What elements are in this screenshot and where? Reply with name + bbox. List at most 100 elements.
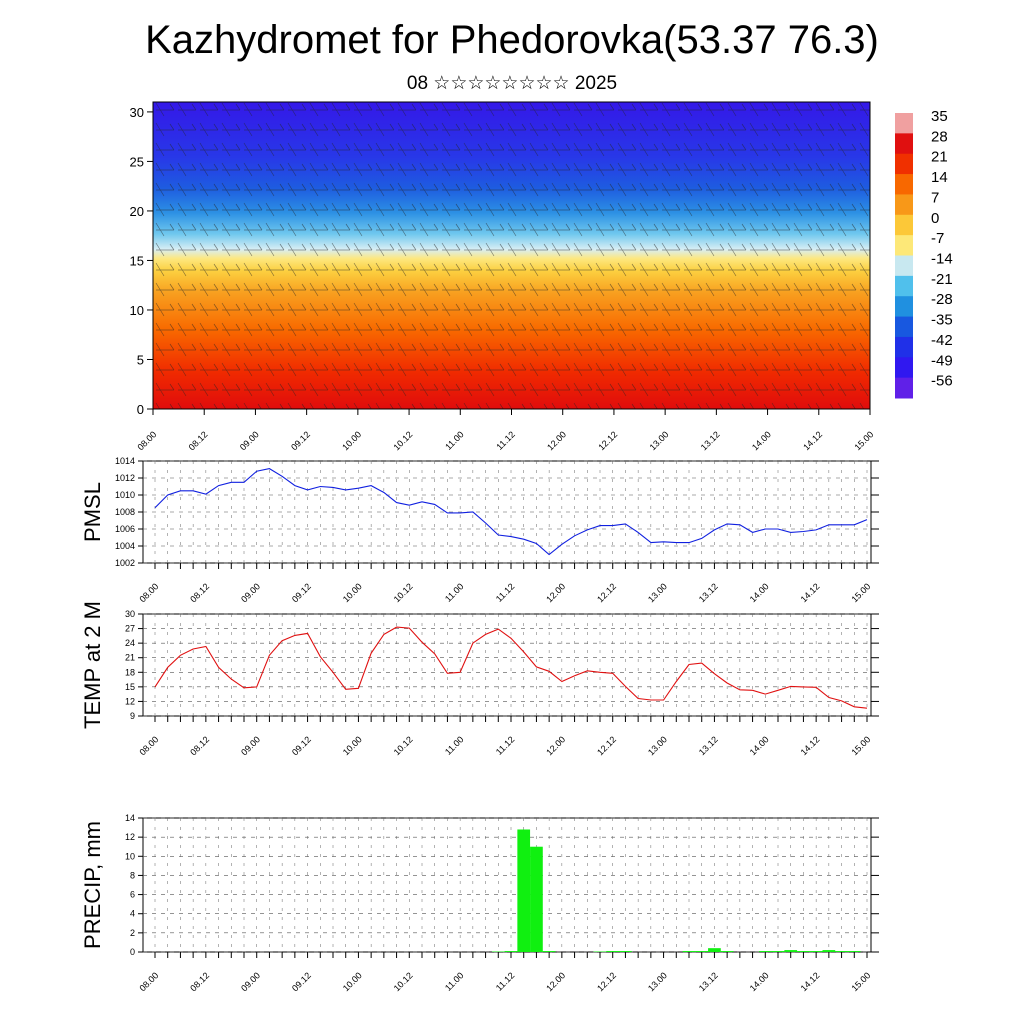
x-tick-label: 11.12	[494, 429, 517, 452]
x-tick-label: 08.00	[137, 970, 160, 993]
precip-bar	[530, 846, 543, 952]
colorbar-label: 28	[931, 128, 948, 145]
precip-bar	[771, 951, 785, 952]
x-tick-label: 12.00	[545, 429, 568, 452]
x-tick-label: 14.12	[801, 429, 824, 452]
colorbar-label: 35	[931, 108, 948, 125]
colorbar-segment	[895, 275, 913, 297]
x-tick-label: 12.00	[544, 581, 567, 604]
colorbar-segment	[895, 194, 913, 216]
x-tick-label: 11.12	[494, 734, 517, 757]
x-tick-label: 10.12	[391, 429, 414, 452]
x-tick-label: 11.00	[443, 429, 466, 452]
x-tick-label: 11.12	[494, 970, 517, 993]
precipitation-panel: 0 2 4 6 8 10 12 14 08.00 08.12 09.00 09.12 10.00 10.1…	[80, 813, 879, 993]
precip-bar	[758, 951, 772, 952]
page-title: Kazhydromet for Phedorovka(53.37 76.3)	[145, 18, 879, 62]
x-tick-label: 12.12	[595, 970, 618, 993]
x-tick-label: 14.12	[799, 970, 822, 993]
x-tick-label: 12.12	[595, 734, 618, 757]
y-tick-label: 30	[130, 105, 144, 120]
x-tick-label: 14.00	[748, 581, 771, 604]
x-tick-label: 08.00	[137, 734, 160, 757]
x-tick-label: 13.00	[648, 429, 671, 452]
x-tick-label: 13.12	[699, 429, 722, 452]
x-tick-label: 09.12	[290, 734, 313, 757]
x-tick-label: 15.00	[849, 581, 872, 604]
x-tick-label: 11.00	[443, 970, 466, 993]
x-tick-label: 13.12	[697, 970, 720, 993]
x-tick-label: 09.12	[290, 970, 313, 993]
colorbar-label: -14	[931, 251, 953, 268]
y-tick-label: 0	[137, 402, 144, 417]
colorbar-segment	[895, 316, 913, 338]
y-tick-label: 15	[130, 253, 144, 268]
y-tick-label: 1004	[115, 541, 135, 551]
precip-bar	[682, 951, 696, 952]
y-tick-label: 27	[125, 624, 135, 634]
x-tick-label: 14.12	[799, 734, 822, 757]
x-tick-label: 13.00	[646, 734, 669, 757]
x-tick-label: 10.12	[392, 581, 415, 604]
heatmap-panel: 0 5 10 15 20 25 30 08.00 08.12 09.00 09.12 10.00 10.…	[130, 101, 953, 452]
y-tick-label: 12	[125, 832, 135, 842]
precip-bar	[606, 951, 620, 952]
x-tick-label: 09.12	[290, 581, 313, 604]
x-tick-label: 08.00	[137, 581, 160, 604]
colorbar-segment	[895, 357, 913, 379]
y-tick-label: 10	[125, 851, 135, 861]
y-tick-label: 0	[130, 947, 135, 957]
precip-bar	[504, 951, 518, 952]
panel-frame	[142, 613, 872, 717]
x-tick-label: 13.12	[697, 581, 720, 604]
colorbar-label: -21	[931, 271, 953, 288]
precip-bar	[809, 951, 823, 952]
x-tick-label: 12.00	[544, 970, 567, 993]
series-line	[154, 626, 868, 709]
x-tick-label: 14.12	[799, 581, 822, 604]
page-subtitle: 08 ☆☆☆☆☆☆☆☆ 2025	[406, 73, 618, 94]
panel-frame	[142, 817, 872, 953]
precip-bar	[822, 950, 836, 952]
precip-bar	[619, 951, 632, 952]
x-tick-label: 09.12	[289, 429, 312, 452]
x-tick-label: 14.00	[750, 429, 773, 452]
colorbar-segment	[895, 255, 913, 277]
x-tick-label: 12.00	[544, 734, 567, 757]
colorbar-label: -49	[931, 352, 953, 369]
precip-bar	[720, 951, 734, 952]
x-tick-label: 10.00	[341, 734, 364, 757]
temperature-panel: 9 12 15 18 21 24 27 30 08.00 08.12 09.00 09.12 10.00…	[80, 601, 879, 757]
x-tick-label: 09.00	[239, 581, 262, 604]
precip-bar	[517, 829, 531, 952]
precip-bar	[797, 951, 810, 952]
colorbar-label: 21	[931, 149, 948, 166]
pmsl-panel: 1002 1004 1006 1008 1010 1012 1014 08.00 08.12 09…	[80, 456, 879, 604]
x-tick-label: 12.12	[596, 429, 619, 452]
y-axis-label: TEMP at 2 M	[80, 601, 105, 729]
precip-bar	[695, 951, 709, 952]
x-tick-label: 08.12	[188, 970, 211, 993]
x-tick-label: 15.00	[849, 970, 872, 993]
y-tick-label: 15	[125, 682, 135, 692]
x-tick-label: 09.00	[239, 734, 262, 757]
colorbar-label: 0	[931, 210, 939, 227]
wind-barbs	[153, 102, 870, 409]
colorbar-label: -28	[931, 291, 953, 308]
x-tick-label: 11.00	[443, 734, 466, 757]
x-tick-label: 14.00	[748, 734, 771, 757]
y-tick-label: 1014	[115, 456, 135, 466]
colorbar-label: 7	[931, 189, 939, 206]
y-tick-label: 10	[130, 303, 144, 318]
x-tick-label: 10.00	[341, 970, 364, 993]
colorbar-segment	[895, 235, 913, 256]
y-tick-label: 9	[130, 711, 135, 721]
x-tick-label: 09.00	[239, 970, 262, 993]
x-tick-label: 12.12	[595, 581, 618, 604]
y-tick-label: 18	[125, 667, 135, 677]
colorbar-label: -42	[931, 332, 953, 349]
x-tick-label: 15.00	[852, 429, 875, 452]
colorbar-label: 14	[931, 169, 948, 186]
colorbar-segment	[895, 133, 913, 155]
